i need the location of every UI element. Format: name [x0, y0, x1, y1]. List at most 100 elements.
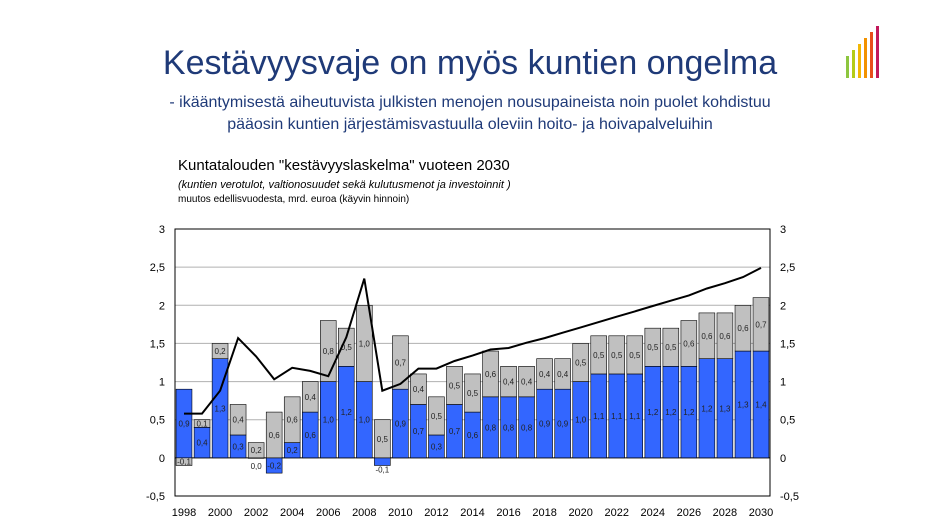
bar-label-blue: 1,3: [719, 404, 731, 413]
bar-segment-gray: [392, 335, 409, 390]
slide-subtitle: - ikääntymisestä aiheutuvista julkisten …: [0, 92, 940, 136]
bar-label-blue: 1,3: [215, 404, 227, 413]
bar-label-gray: 0,6: [719, 332, 731, 341]
logo-bar: [858, 44, 861, 78]
chart-unit: muutos edellisvuodesta, mrd. euroa (käyv…: [178, 194, 410, 205]
y-tick-label-right: 3: [780, 224, 786, 236]
bar-label-gray: 0,5: [467, 389, 479, 398]
bar-label-gray: 0,1: [196, 420, 208, 429]
y-tick-label-left: 1: [159, 377, 165, 389]
series-line: [184, 267, 762, 415]
bar-segment-gray: [518, 366, 535, 398]
y-tick-label-left: 0,5: [150, 415, 165, 427]
logo-bar: [846, 56, 849, 78]
bar-label-gray: 0,4: [413, 385, 425, 394]
bar-segment-gray: [752, 297, 770, 352]
bar-label-blue: 1,2: [647, 408, 659, 417]
bar-label-gray: 0,2: [215, 347, 227, 356]
bar-label-blue: 1,3: [737, 400, 749, 409]
bars: [175, 297, 770, 474]
x-tick-label: 2026: [677, 507, 701, 519]
bar-label-blue: 1,2: [701, 404, 713, 413]
bar-label-gray: 0,5: [665, 343, 677, 352]
bar-label-blue: 1,1: [629, 412, 641, 421]
x-tick-label: 2030: [749, 507, 773, 519]
bar-segment-gray: [554, 358, 571, 390]
bar-label-gray: 0,5: [629, 351, 641, 360]
bar-label-gray: 0,5: [593, 351, 605, 360]
bar-label-gray: 0,2: [251, 446, 263, 455]
bar-label-blue: 0,9: [178, 420, 190, 429]
logo-bars-icon: [846, 26, 879, 78]
bar-label-blue: 1,2: [683, 408, 695, 417]
bar-label-blue: 0,8: [503, 423, 515, 432]
bar-label-blue: 1,2: [341, 408, 353, 417]
y-tick-label-left: 0: [159, 453, 165, 465]
bar-segment-gray: [482, 350, 499, 398]
bar-segment-gray: [338, 327, 355, 367]
bar-segment-gray: [211, 343, 229, 359]
line-series: [184, 267, 762, 415]
bar-segment-gray: [283, 396, 301, 443]
bar-label-blue: 0,3: [233, 442, 245, 451]
bar-label-gray: 0,5: [449, 381, 461, 390]
bar-label-blue: 0,7: [449, 427, 461, 436]
x-tick-label: 2024: [641, 507, 665, 519]
bar-segment-gray: [374, 419, 391, 459]
bar-label-gray: 0,5: [431, 412, 443, 421]
bar-segment-gray: [608, 335, 625, 375]
bar-label-blue: 0,9: [539, 420, 551, 429]
bar-segment-blue: [374, 457, 391, 466]
bar-label-blue: 0,4: [196, 439, 208, 448]
bar-segment-gray: [356, 304, 373, 382]
bar-label-blue: 1,1: [593, 412, 605, 421]
bar-segment-gray: [626, 335, 644, 375]
y-tick-label-left: 2: [159, 300, 165, 312]
logo-bar: [864, 38, 867, 78]
y-tick-label-right: 0: [780, 453, 786, 465]
y-tick-label-left: 3: [159, 224, 165, 236]
x-tick-label: 2014: [460, 507, 484, 519]
bar-segment-gray: [428, 396, 445, 436]
bar-segment-gray: [175, 457, 193, 466]
bar-label-gray: 0,4: [503, 378, 515, 387]
x-tick-label: 1998: [172, 507, 196, 519]
bar-segment-gray: [662, 327, 680, 367]
bar-label-gray: 0,5: [611, 351, 623, 360]
plot-area-border: [174, 228, 771, 497]
x-tick-label: 2010: [388, 507, 412, 519]
bar-label-gray: 0,4: [305, 393, 317, 402]
x-tick-label: 2004: [280, 507, 304, 519]
bar-segment-gray: [193, 419, 211, 428]
y-tick-label-right: 0,5: [780, 415, 795, 427]
bar-segment-gray: [716, 312, 734, 359]
bar-label-blue: 0,3: [431, 442, 443, 451]
bar-label-gray: 0,4: [557, 370, 569, 379]
y-tick-label-right: -0,5: [780, 491, 799, 503]
bar-label-blue: -0,1: [375, 466, 389, 475]
bar-label-blue: 1,0: [575, 416, 587, 425]
bar-label-gray: -0,1: [177, 458, 191, 467]
bar-segment-gray: [698, 312, 716, 359]
bar-label-gray: 0,6: [485, 370, 497, 379]
x-tick-label: 2022: [605, 507, 629, 519]
bar-label-gray: 0,6: [287, 416, 299, 425]
bar-label-blue: 0,2: [287, 446, 299, 455]
bar-segment-gray: [734, 304, 752, 352]
bar-segment-gray: [500, 366, 517, 398]
bar-label-blue: 1,4: [755, 400, 767, 409]
axes: -0,5 -0,5 0 0 0,5 0,5 1 1 1,5 1,5 2 2 2,5 2,5 3 3 1998 20…: [146, 224, 799, 519]
bar-segment-gray: [265, 411, 283, 459]
bar-label-gray: 0,6: [683, 339, 695, 348]
bar-segment-gray: [247, 442, 265, 459]
subtitle-line-2: pääosin kuntien järjestämisvastuulla ole…: [227, 116, 713, 133]
bar-label-gray: 0,4: [521, 378, 533, 387]
bar-label-blue: 1,0: [359, 416, 371, 425]
bar-label-blue: 1,0: [323, 416, 335, 425]
chart-subtitle: (kuntien verotulot, valtionosuudet sekä …: [178, 179, 511, 191]
y-tick-label-left: 2,5: [150, 262, 165, 274]
bar-label-gray: 0,6: [701, 332, 713, 341]
bar-label-gray: 0,7: [755, 320, 767, 329]
bar-segment-gray: [680, 320, 698, 367]
